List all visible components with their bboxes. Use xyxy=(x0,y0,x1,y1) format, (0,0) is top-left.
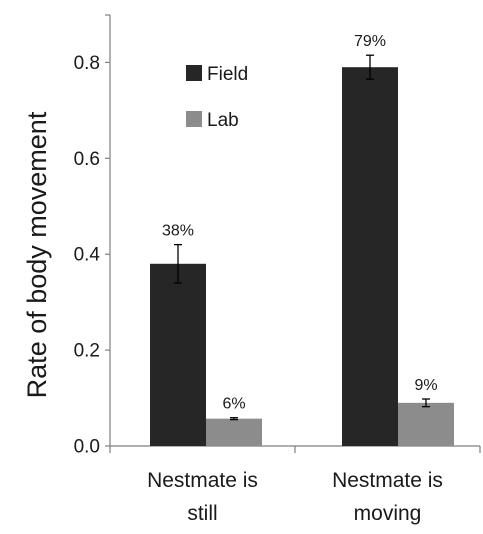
category-labels: Nestmate is still Nestmate is moving xyxy=(147,469,443,525)
category-label: Nestmate is xyxy=(147,469,258,492)
bars: 38% 6% 79% 9% xyxy=(150,33,454,446)
data-label: 6% xyxy=(222,396,245,413)
bar-lab xyxy=(398,402,454,446)
category-label: moving xyxy=(354,502,422,525)
legend-swatch-field xyxy=(186,65,202,81)
category-label: Nestmate is xyxy=(332,469,443,492)
bar-field xyxy=(150,263,206,446)
legend-label-lab: Lab xyxy=(207,110,239,131)
y-tick-label: 0.2 xyxy=(74,341,100,362)
bar-lab xyxy=(206,418,262,446)
data-label: 9% xyxy=(414,377,437,394)
bar-field xyxy=(342,67,398,446)
y-tick-label: 0.8 xyxy=(74,53,100,74)
y-tick-label: 0.0 xyxy=(74,437,100,458)
legend-label-field: Field xyxy=(207,64,248,85)
category-label: still xyxy=(187,502,217,525)
legend: Field Lab xyxy=(186,64,248,131)
legend-swatch-lab xyxy=(186,111,202,127)
y-tick-label: 0.4 xyxy=(74,245,101,266)
data-label: 38% xyxy=(162,223,194,240)
y-axis-label: Rate of body movement xyxy=(22,111,52,398)
y-tick-label: 0.6 xyxy=(74,149,100,170)
data-label: 79% xyxy=(354,33,386,50)
